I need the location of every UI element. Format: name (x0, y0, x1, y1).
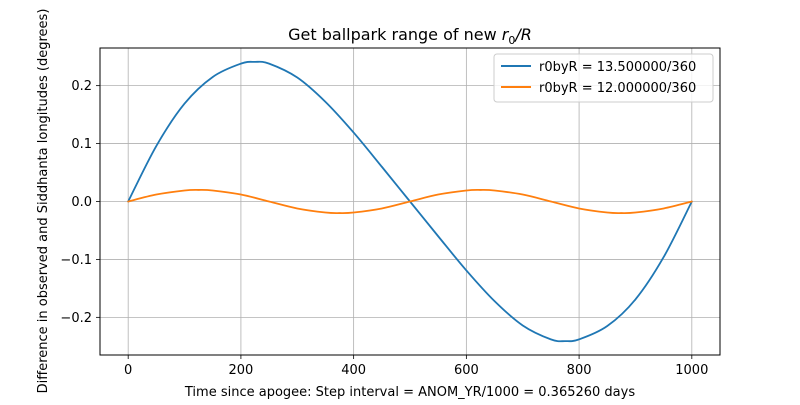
y-axis-label: Difference in observed and Siddhanta lon… (36, 9, 51, 394)
y-tick-label: −0.1 (60, 253, 92, 268)
y-tick-label: −0.2 (60, 311, 92, 326)
series-line-2 (127, 188, 693, 215)
x-axis-label: Time since apogee: Step interval = ANOM_… (184, 385, 635, 400)
legend: r0byR = 13.500000/360 r0byR = 12.000000/… (493, 53, 714, 103)
y-tick-label: 0.2 (71, 79, 92, 94)
x-tick-label: 800 (567, 363, 592, 378)
x-tick-label: 1000 (675, 363, 708, 378)
x-tick-label: 0 (124, 363, 132, 378)
y-tick-label: 0.0 (71, 195, 92, 210)
chart-title: Get ballpark range of new r0/R (288, 25, 532, 47)
legend-label-series-1: r0byR = 13.500000/360 (539, 60, 696, 75)
legend-label-series-2: r0byR = 12.000000/360 (539, 81, 696, 96)
series-lines (127, 60, 693, 343)
y-tick-label: 0.1 (71, 137, 92, 152)
axis-ticks: 0 200 400 600 800 1000 −0.2 −0.1 0.0 0.1 0.2 (60, 79, 708, 378)
x-tick-label: 600 (454, 363, 479, 378)
legend-box (493, 53, 714, 103)
x-tick-label: 400 (341, 363, 366, 378)
x-tick-label: 200 (228, 363, 253, 378)
